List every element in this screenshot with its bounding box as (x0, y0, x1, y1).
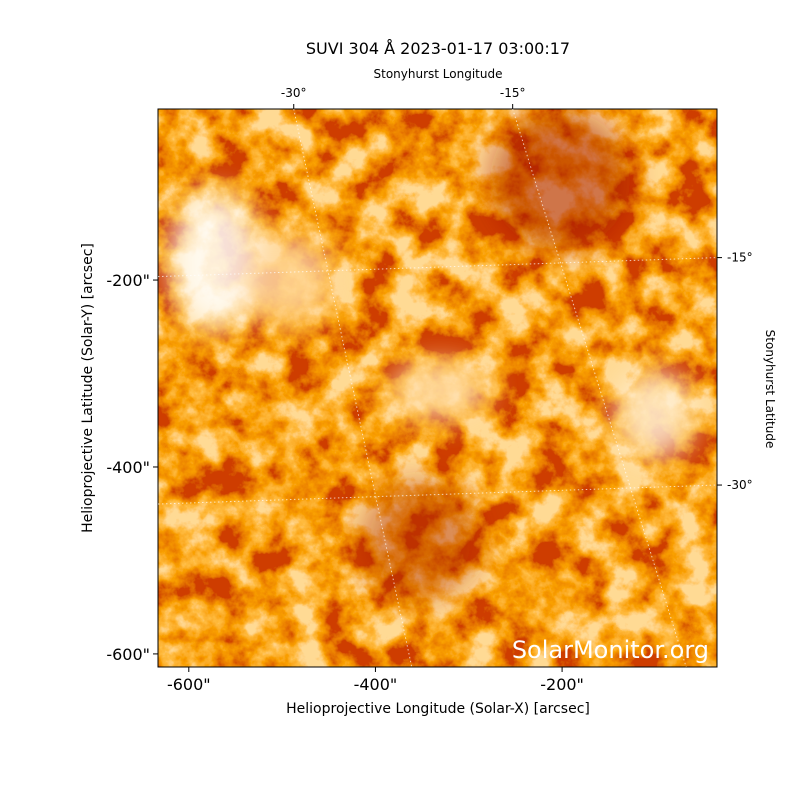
y2-tick-label: -30° (727, 478, 753, 492)
x-tick-label: -200" (540, 675, 584, 694)
x-tick-label: -400" (354, 675, 398, 694)
watermark: SolarMonitor.org (512, 636, 709, 664)
y-label: Helioprojective Latitude (Solar-Y) [arcs… (80, 243, 96, 533)
x2-tick-label: -15° (500, 86, 526, 100)
y-tick-label: -400" (106, 458, 150, 477)
y-tick-label: -200" (106, 271, 150, 290)
x-label: Helioprojective Longitude (Solar-X) [arc… (286, 701, 590, 717)
chart-title: SUVI 304 Å 2023-01-17 03:00:17 (306, 39, 570, 58)
y2-label: Stonyhurst Latitude (763, 330, 777, 449)
grid-line (157, 257, 718, 278)
x-tick-label: -600" (167, 675, 211, 694)
grid-line (512, 108, 687, 668)
grid-line (157, 484, 718, 505)
x2-tick-label: -30° (281, 86, 307, 100)
x2-label: Stonyhurst Longitude (374, 67, 503, 81)
y-tick-label: -600" (106, 645, 150, 664)
y2-tick-label: -15° (727, 251, 753, 265)
grid-line (293, 108, 413, 668)
solar-image (158, 109, 717, 667)
axes-frame (157, 108, 718, 668)
